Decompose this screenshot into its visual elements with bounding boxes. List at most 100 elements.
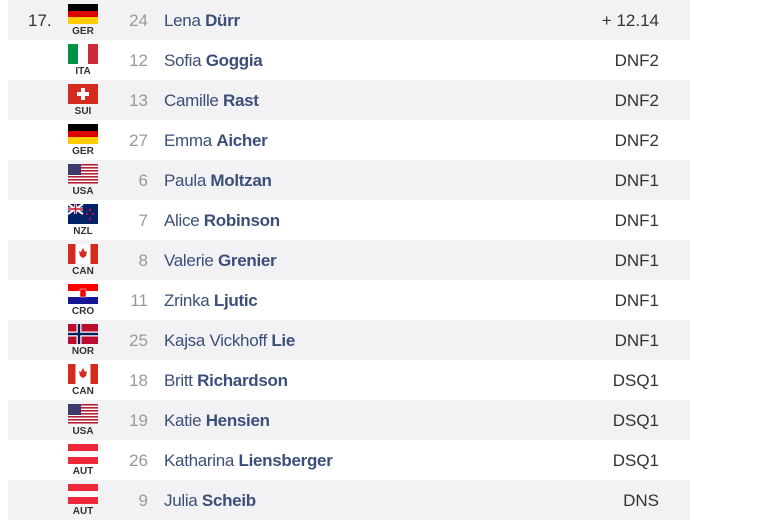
flag — [68, 444, 98, 464]
flag — [68, 484, 98, 504]
result: DNF2 — [614, 91, 659, 110]
result: DNF2 — [614, 131, 659, 150]
country-code: CRO — [71, 306, 95, 317]
athlete-name: Camille Rast — [164, 91, 259, 111]
result-row: CRO 11 Zrinka Ljutic DNF1 — [8, 280, 690, 320]
last-name: Aicher — [216, 131, 268, 150]
last-name: Robinson — [203, 211, 280, 230]
athlete-name: Britt Richardson — [164, 371, 288, 391]
last-name: Moltzan — [210, 171, 272, 190]
first-name: Zrinka — [164, 291, 210, 310]
last-name: Scheib — [201, 491, 256, 510]
result: DNF1 — [614, 291, 659, 310]
first-name: Paula — [164, 171, 206, 190]
flag — [68, 244, 98, 264]
athlete-name: Katie Hensien — [164, 411, 270, 431]
bib: 25 — [129, 331, 148, 350]
bib: 13 — [129, 91, 148, 110]
flag — [68, 204, 98, 224]
first-name: Sofia — [164, 51, 202, 70]
result-row: USA 19 Katie Hensien DSQ1 — [8, 400, 690, 440]
result: DNF1 — [614, 331, 659, 350]
flag — [68, 284, 98, 304]
athlete-name: Emma Aicher — [164, 131, 268, 151]
country-code: GER — [72, 26, 94, 37]
first-name: Lena — [164, 11, 201, 30]
last-name: Dürr — [205, 11, 240, 30]
last-name: Hensien — [205, 411, 270, 430]
bib: 19 — [129, 411, 148, 430]
result-row: 17. GER 24 Lena Dürr + 12.14 — [8, 0, 690, 40]
country-code: USA — [72, 186, 94, 197]
country-code: NOR — [71, 346, 95, 357]
result-row: CAN 18 Britt Richardson DSQ1 — [8, 360, 690, 400]
result: DSQ1 — [612, 371, 659, 390]
athlete-name: Sofia Goggia — [164, 51, 263, 71]
athlete-name: Kajsa Vickhoff Lie — [164, 331, 295, 351]
country-code: ITA — [75, 66, 91, 77]
flag — [68, 364, 98, 384]
flag — [68, 124, 98, 144]
flag — [68, 404, 98, 424]
flag — [68, 164, 98, 184]
first-name: Alice — [164, 211, 200, 230]
rank: 17. — [28, 11, 52, 30]
result-row: USA 6 Paula Moltzan DNF1 — [8, 160, 690, 200]
bib: 8 — [138, 251, 148, 270]
first-name: Katharina — [164, 451, 235, 470]
result-row: GER 27 Emma Aicher DNF2 — [8, 120, 690, 160]
bib: 18 — [129, 371, 148, 390]
result-row: NZL 7 Alice Robinson DNF1 — [8, 200, 690, 240]
bib: 26 — [129, 451, 148, 470]
bib: 9 — [138, 491, 148, 510]
results-table: 17. GER 24 Lena Dürr + 12.14 ITA 12 Sofia Goggi… — [8, 0, 690, 520]
country-code: AUT — [72, 466, 94, 477]
country-code: CAN — [72, 386, 94, 397]
athlete-name: Lena Dürr — [164, 11, 240, 31]
last-name: Richardson — [197, 371, 288, 390]
result: DNF1 — [614, 211, 659, 230]
result: DNF1 — [614, 171, 659, 190]
first-name: Britt — [164, 371, 193, 390]
country-code: USA — [72, 426, 94, 437]
result: DNS — [623, 491, 659, 510]
athlete-name: Valerie Grenier — [164, 251, 277, 271]
flag — [68, 84, 98, 104]
country-code: AUT — [72, 506, 94, 517]
first-name: Emma — [164, 131, 212, 150]
bib: 7 — [138, 211, 148, 230]
result-row: SUI 13 Camille Rast DNF2 — [8, 80, 690, 120]
result: DNF1 — [614, 251, 659, 270]
first-name: Camille — [164, 91, 219, 110]
result-row: ITA 12 Sofia Goggia DNF2 — [8, 40, 690, 80]
athlete-name: Julia Scheib — [164, 491, 256, 511]
bib: 11 — [130, 291, 148, 310]
result-row: CAN 8 Valerie Grenier DNF1 — [8, 240, 690, 280]
country-code: NZL — [73, 226, 93, 237]
result-row: AUT 26 Katharina Liensberger DSQ1 — [8, 440, 690, 480]
last-name: Ljutic — [213, 291, 258, 310]
result: DSQ1 — [612, 451, 659, 470]
first-name: Julia — [164, 491, 198, 510]
last-name: Rast — [223, 91, 259, 110]
result: + 12.14 — [601, 11, 659, 30]
bib: 24 — [129, 11, 148, 30]
athlete-name: Katharina Liensberger — [164, 451, 333, 471]
last-name: Goggia — [205, 51, 263, 70]
last-name: Liensberger — [238, 451, 333, 470]
athlete-name: Alice Robinson — [164, 211, 280, 231]
country-code: GER — [72, 146, 94, 157]
first-name: Katie — [164, 411, 202, 430]
last-name: Lie — [271, 331, 296, 350]
bib: 12 — [129, 51, 148, 70]
result-row: NOR 25 Kajsa Vickhoff Lie DNF1 — [8, 320, 690, 360]
result: DNF2 — [614, 51, 659, 70]
country-code: SUI — [74, 106, 92, 117]
result-row: AUT 9 Julia Scheib DNS — [8, 480, 690, 520]
flag — [68, 324, 98, 344]
last-name: Grenier — [218, 251, 277, 270]
athlete-name: Paula Moltzan — [164, 171, 272, 191]
bib: 27 — [129, 131, 148, 150]
flag — [68, 4, 98, 24]
